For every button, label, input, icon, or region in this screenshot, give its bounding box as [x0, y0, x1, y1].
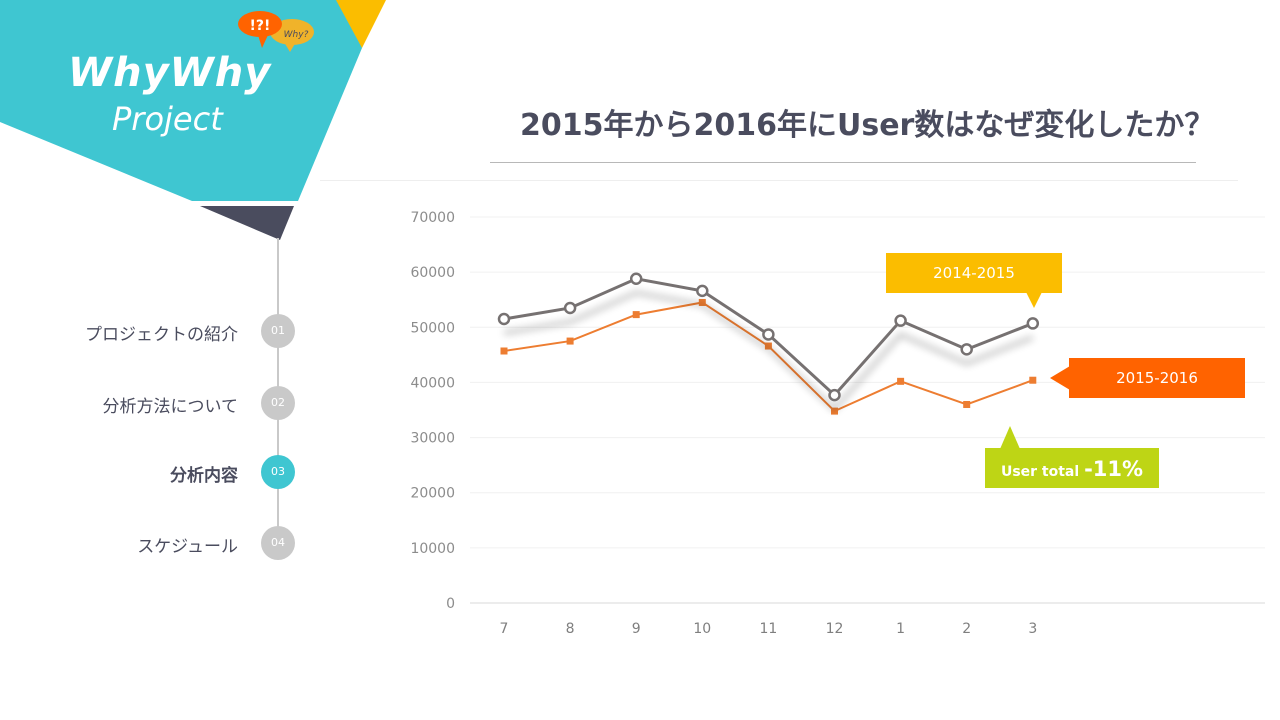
y-tick-label: 70000: [410, 210, 455, 226]
x-tick-label: 8: [566, 621, 575, 637]
y-tick-label: 60000: [410, 265, 455, 281]
bubble-text-2: Why?: [284, 30, 309, 40]
x-tick-label: 2: [962, 621, 971, 637]
yellow-triangle-shape: [336, 0, 386, 48]
nav-item-analysis-number[interactable]: 03: [261, 455, 295, 489]
user-total-label: User total: [1000, 464, 1085, 480]
callout-2014-pointer: [1026, 292, 1042, 308]
navy-triangle-shape: [200, 206, 294, 240]
speech-bubbles-icon: !?! Why?: [238, 11, 314, 52]
nav-item-method-label[interactable]: 分析方法について: [102, 397, 239, 417]
grid-layer: 0 10000 20000 30000 40000 50000 60000 70000 7 8 9 1…: [410, 210, 1265, 637]
legend-callout-2014-2015: 2014-2015: [886, 253, 1062, 293]
data-point-2014-2015: [696, 284, 709, 298]
data-point-2014-2015: [960, 343, 973, 356]
logo-title: WhyWhy: [68, 50, 272, 96]
series-line-2015-2016: [503, 301, 1034, 413]
x-tick-label: 12: [826, 621, 844, 637]
bubble-text-1: !?!: [250, 18, 271, 34]
data-point-2015-2016: [764, 342, 772, 350]
logo-subtitle: Project: [112, 100, 223, 138]
nav-item-schedule-label[interactable]: スケジュール: [137, 537, 238, 557]
data-point-2015-2016: [632, 311, 640, 319]
teal-banner-shape: [0, 0, 362, 201]
series-layer: [497, 272, 1040, 415]
chart-top-divider: [320, 180, 1238, 181]
data-point-2014-2015: [629, 272, 643, 286]
y-tick-label: 50000: [410, 320, 455, 336]
data-point-2015-2016: [698, 298, 706, 306]
data-point-2015-2016: [1029, 376, 1037, 384]
nav-item-analysis-label[interactable]: 分析内容: [170, 466, 238, 486]
title-divider: [490, 162, 1196, 163]
user-total-value: -11%: [1084, 457, 1144, 481]
nav-item-intro-label[interactable]: プロジェクトの紹介: [85, 325, 238, 345]
data-point-2015-2016: [500, 347, 508, 355]
data-point-2015-2016: [963, 400, 971, 408]
x-tick-label: 10: [693, 621, 711, 637]
callout-2015-pointer: [1050, 366, 1070, 390]
nav-item-intro-number[interactable]: 01: [261, 314, 295, 348]
nav-item-method-number[interactable]: 02: [261, 386, 295, 420]
page-title: 2015年から2016年にUser数はなぜ変化したか？: [520, 108, 1215, 143]
data-point-2014-2015: [1026, 317, 1040, 330]
y-tick-label: 20000: [410, 486, 455, 502]
y-tick-label: 30000: [410, 431, 455, 447]
data-point-2014-2015: [762, 328, 775, 341]
x-tick-label: 9: [632, 621, 641, 637]
x-tick-label: 11: [759, 621, 777, 637]
header-shapes: !?! Why?: [0, 0, 386, 240]
x-tick-label: 1: [896, 621, 905, 637]
y-tick-label: 40000: [410, 375, 455, 391]
x-tick-label: 3: [1028, 621, 1037, 637]
data-point-2014-2015: [894, 314, 907, 327]
data-point-2014-2015: [497, 312, 511, 326]
data-point-2015-2016: [566, 337, 574, 345]
data-point-2014-2015: [828, 388, 841, 402]
y-tick-label: 10000: [410, 541, 455, 557]
x-tick-label: 7: [500, 621, 509, 637]
nav-item-schedule-number[interactable]: 04: [261, 526, 295, 560]
legend-callout-2015-2016: 2015-2016: [1069, 358, 1245, 398]
data-point-2015-2016: [897, 377, 905, 385]
y-tick-label: 0: [446, 596, 455, 612]
user-total-callout: User total -11%: [985, 448, 1159, 488]
data-point-2014-2015: [563, 301, 577, 315]
callout-total-pointer: [1000, 426, 1020, 449]
data-point-2015-2016: [831, 407, 838, 415]
